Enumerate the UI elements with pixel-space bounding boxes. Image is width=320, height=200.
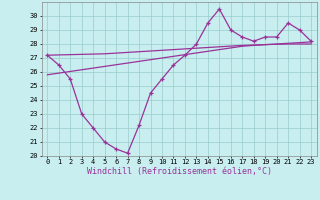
- X-axis label: Windchill (Refroidissement éolien,°C): Windchill (Refroidissement éolien,°C): [87, 167, 272, 176]
